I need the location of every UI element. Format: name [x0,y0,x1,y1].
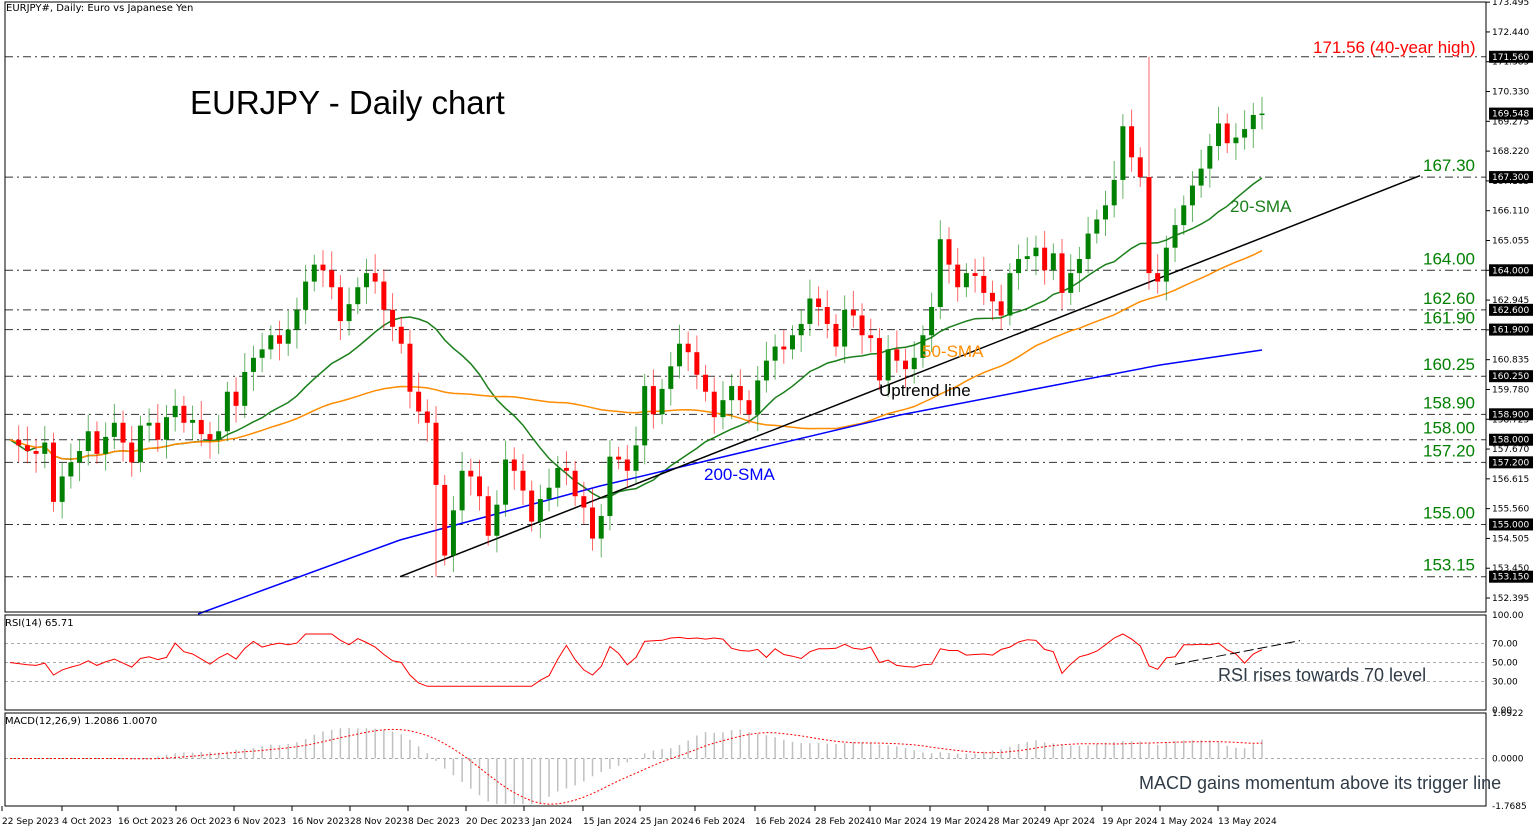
svg-text:160.250: 160.250 [1492,372,1529,382]
svg-text:16 Oct 2023: 16 Oct 2023 [118,817,174,827]
svg-text:155.000: 155.000 [1492,520,1529,530]
svg-text:172.440: 172.440 [1492,28,1529,38]
svg-text:6 Feb 2024: 6 Feb 2024 [695,817,746,827]
svg-text:158.000: 158.000 [1492,436,1529,446]
high-annotation: 171.56 (40-year high) [1313,38,1476,57]
svg-text:162.600: 162.600 [1492,306,1529,316]
svg-text:169.548: 169.548 [1492,110,1529,120]
svg-text:20 Dec 2023: 20 Dec 2023 [466,817,524,827]
chart-title: EURJPY - Daily chart [190,84,505,121]
svg-text:164.00: 164.00 [1423,249,1475,268]
svg-text:166.110: 166.110 [1492,207,1529,217]
svg-text:162.945: 162.945 [1492,296,1529,306]
svg-text:155.560: 155.560 [1492,505,1529,515]
svg-text:157.200: 157.200 [1492,458,1529,468]
sma20-label: 20-SMA [1230,197,1292,216]
uptrend-label: Uptrend line [879,381,971,400]
svg-text:26 Oct 2023: 26 Oct 2023 [176,817,232,827]
svg-text:0.0000: 0.0000 [1492,754,1524,764]
svg-text:170.330: 170.330 [1492,88,1529,98]
svg-text:165.055: 165.055 [1492,236,1529,246]
svg-text:153.450: 153.450 [1492,564,1529,574]
svg-text:3 Jan 2024: 3 Jan 2024 [524,817,572,827]
sma200-label: 200-SMA [704,465,775,484]
svg-text:162.60: 162.60 [1423,289,1475,308]
svg-text:164.000: 164.000 [1492,266,1529,276]
svg-text:155.00: 155.00 [1423,503,1475,522]
rsi-annotation: RSI rises towards 70 level [1218,665,1427,685]
rsi-label: RSI(14) 65.71 [5,618,74,629]
svg-text:6 Nov 2023: 6 Nov 2023 [234,817,286,827]
macd-label: MACD(12,26,9) 1.2086 1.0070 [5,716,158,727]
svg-text:158.90: 158.90 [1423,393,1475,412]
svg-text:1 May 2024: 1 May 2024 [1160,817,1213,827]
svg-text:15 Jan 2024: 15 Jan 2024 [583,817,637,827]
svg-text:167.300: 167.300 [1492,173,1529,183]
svg-text:-1.7685: -1.7685 [1492,802,1527,812]
svg-text:160.25: 160.25 [1423,355,1475,374]
svg-text:168.220: 168.220 [1492,147,1529,157]
svg-text:100.00: 100.00 [1492,611,1524,621]
macd-annotation: MACD gains momentum above its trigger li… [1139,773,1502,793]
svg-text:19 Mar 2024: 19 Mar 2024 [930,817,987,827]
svg-text:153.150: 153.150 [1492,573,1529,583]
svg-text:8 Dec 2023: 8 Dec 2023 [408,817,460,827]
svg-text:19 Apr 2024: 19 Apr 2024 [1102,817,1158,827]
svg-text:156.615: 156.615 [1492,475,1529,485]
svg-text:152.395: 152.395 [1492,594,1529,604]
svg-text:161.900: 161.900 [1492,326,1529,336]
candlesticks [16,56,1265,577]
svg-text:169.275: 169.275 [1492,117,1529,127]
svg-text:167.30: 167.30 [1423,156,1475,175]
svg-text:16 Nov 2023: 16 Nov 2023 [292,817,350,827]
svg-text:28 Mar 2024: 28 Mar 2024 [988,817,1045,827]
svg-text:13 May 2024: 13 May 2024 [1218,817,1277,827]
svg-text:4 Oct 2023: 4 Oct 2023 [62,817,112,827]
svg-text:9 Apr 2024: 9 Apr 2024 [1045,817,1095,827]
svg-text:70.00: 70.00 [1492,640,1518,650]
chart-header-title: EURJPY#, Daily: Euro vs Japanese Yen [6,3,194,14]
svg-text:160.835: 160.835 [1492,356,1529,366]
svg-text:28 Nov 2023: 28 Nov 2023 [350,817,408,827]
sma50-label: 50-SMA [922,342,984,361]
svg-text:22 Sep 2023: 22 Sep 2023 [2,817,59,827]
svg-text:16 Feb 2024: 16 Feb 2024 [755,817,811,827]
svg-text:25 Jan 2024: 25 Jan 2024 [640,817,694,827]
svg-text:30.00: 30.00 [1492,678,1518,688]
svg-text:173.495: 173.495 [1492,0,1529,8]
svg-text:154.505: 154.505 [1492,534,1529,544]
svg-text:153.15: 153.15 [1423,556,1475,575]
svg-text:158.900: 158.900 [1492,410,1529,420]
rsi-panel: 100.00 70.00 50.00 30.00 0.00 [5,611,1524,716]
svg-text:157.20: 157.20 [1423,441,1475,460]
svg-text:171.560: 171.560 [1492,53,1529,63]
svg-text:158.00: 158.00 [1423,419,1475,438]
svg-text:161.90: 161.90 [1423,309,1475,328]
svg-text:159.780: 159.780 [1492,385,1529,395]
svg-text:157.670: 157.670 [1492,445,1529,455]
svg-text:10 Mar 2024: 10 Mar 2024 [870,817,927,827]
macd-panel: 1.6922 0.0000 -1.7685 [5,709,1527,812]
svg-text:0.00: 0.00 [1492,706,1512,716]
svg-text:28 Feb 2024: 28 Feb 2024 [815,817,871,827]
svg-text:50.00: 50.00 [1492,659,1518,669]
svg-text:1.6922: 1.6922 [1492,709,1524,719]
